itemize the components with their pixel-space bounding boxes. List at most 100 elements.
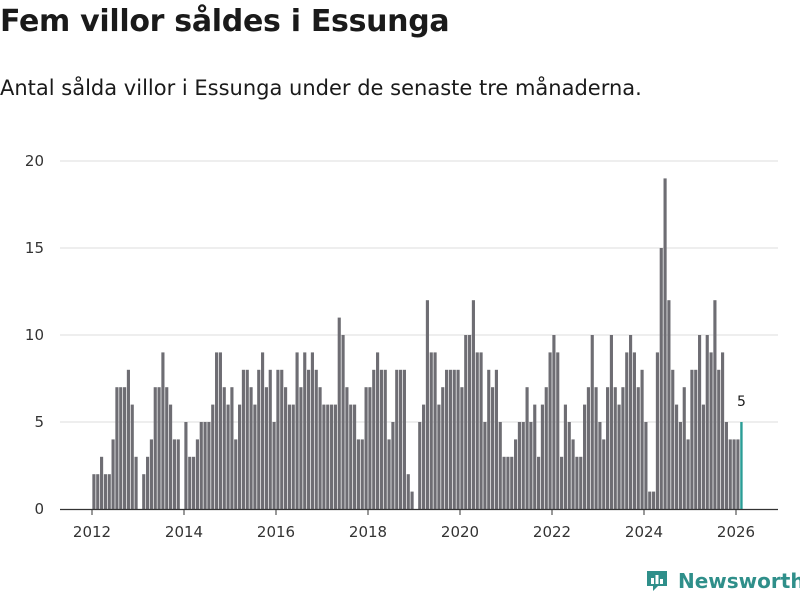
bar — [533, 404, 537, 509]
highlight-value-label: 5 — [737, 394, 746, 410]
bar — [682, 387, 686, 509]
bar — [498, 422, 502, 509]
bar — [207, 422, 211, 509]
bar — [406, 474, 410, 509]
chart-title: Fem villor såldes i Essunga — [0, 4, 450, 39]
bar — [107, 474, 111, 509]
x-tick-label: 2022 — [533, 523, 571, 541]
bar — [548, 352, 552, 509]
bar — [253, 404, 257, 509]
bar — [402, 369, 406, 509]
bar — [448, 369, 452, 509]
bar — [264, 387, 268, 509]
bar — [195, 439, 199, 509]
bar — [146, 456, 150, 509]
bar — [713, 300, 717, 509]
bar — [192, 456, 196, 509]
bar — [322, 404, 326, 509]
bar — [226, 404, 230, 509]
bar — [701, 404, 705, 509]
bar — [475, 352, 479, 509]
bar — [353, 404, 357, 509]
bar — [257, 369, 261, 509]
x-tick-label: 2024 — [625, 523, 663, 541]
bar — [123, 387, 127, 509]
y-tick-label: 10 — [25, 326, 44, 344]
bar — [280, 369, 284, 509]
y-tick-label: 20 — [25, 152, 44, 170]
bar — [103, 474, 107, 509]
bar — [694, 369, 698, 509]
bar — [215, 352, 219, 509]
bar — [456, 369, 460, 509]
bar — [100, 456, 104, 509]
bar — [218, 352, 222, 509]
bar — [310, 352, 314, 509]
bar — [663, 178, 667, 509]
bar — [326, 404, 330, 509]
bar — [483, 422, 487, 509]
bar — [349, 404, 353, 509]
bar — [161, 352, 165, 509]
bar — [632, 352, 636, 509]
bar — [441, 387, 445, 509]
bar — [636, 387, 640, 509]
bar — [387, 439, 391, 509]
bar — [142, 474, 146, 509]
bar — [318, 387, 322, 509]
bar — [690, 369, 694, 509]
brand-logo: Newsworthy — [644, 568, 800, 594]
bar — [199, 422, 203, 509]
bar — [675, 404, 679, 509]
bar — [586, 387, 590, 509]
bar — [705, 335, 709, 509]
bar — [613, 387, 617, 509]
bar — [341, 335, 345, 509]
bar — [272, 422, 276, 509]
bar — [383, 369, 387, 509]
bar — [445, 369, 449, 509]
bar — [464, 335, 468, 509]
bar — [560, 456, 564, 509]
bar — [333, 404, 337, 509]
bar — [468, 335, 472, 509]
y-axis: 0 5 10 15 20 — [25, 152, 44, 518]
bar — [525, 387, 529, 509]
bar — [579, 456, 583, 509]
bar — [261, 352, 265, 509]
bar — [721, 352, 725, 509]
bar — [652, 491, 656, 509]
bar — [563, 404, 567, 509]
bar — [399, 369, 403, 509]
y-tick-label: 0 — [34, 500, 44, 518]
bar-highlight — [740, 422, 743, 509]
bar-chart-logo-icon — [647, 571, 667, 591]
bar — [303, 352, 307, 509]
bar — [452, 369, 456, 509]
bar — [337, 317, 341, 509]
bar — [514, 439, 518, 509]
bar — [425, 300, 429, 509]
x-tick-label: 2026 — [717, 523, 755, 541]
x-tick-label: 2018 — [349, 523, 387, 541]
bar — [728, 439, 732, 509]
bar — [276, 369, 280, 509]
bar — [92, 474, 96, 509]
bar — [295, 352, 299, 509]
bar — [391, 422, 395, 509]
bar — [491, 387, 495, 509]
bar — [609, 335, 613, 509]
bar — [571, 439, 575, 509]
bar — [268, 369, 272, 509]
bar — [437, 404, 441, 509]
bar — [517, 422, 521, 509]
bar — [245, 369, 249, 509]
bar — [299, 387, 303, 509]
x-tick-label: 2014 — [165, 523, 203, 541]
bar — [379, 369, 383, 509]
bar — [510, 456, 514, 509]
bar — [234, 439, 238, 509]
bar — [176, 439, 180, 509]
bar — [655, 352, 659, 509]
